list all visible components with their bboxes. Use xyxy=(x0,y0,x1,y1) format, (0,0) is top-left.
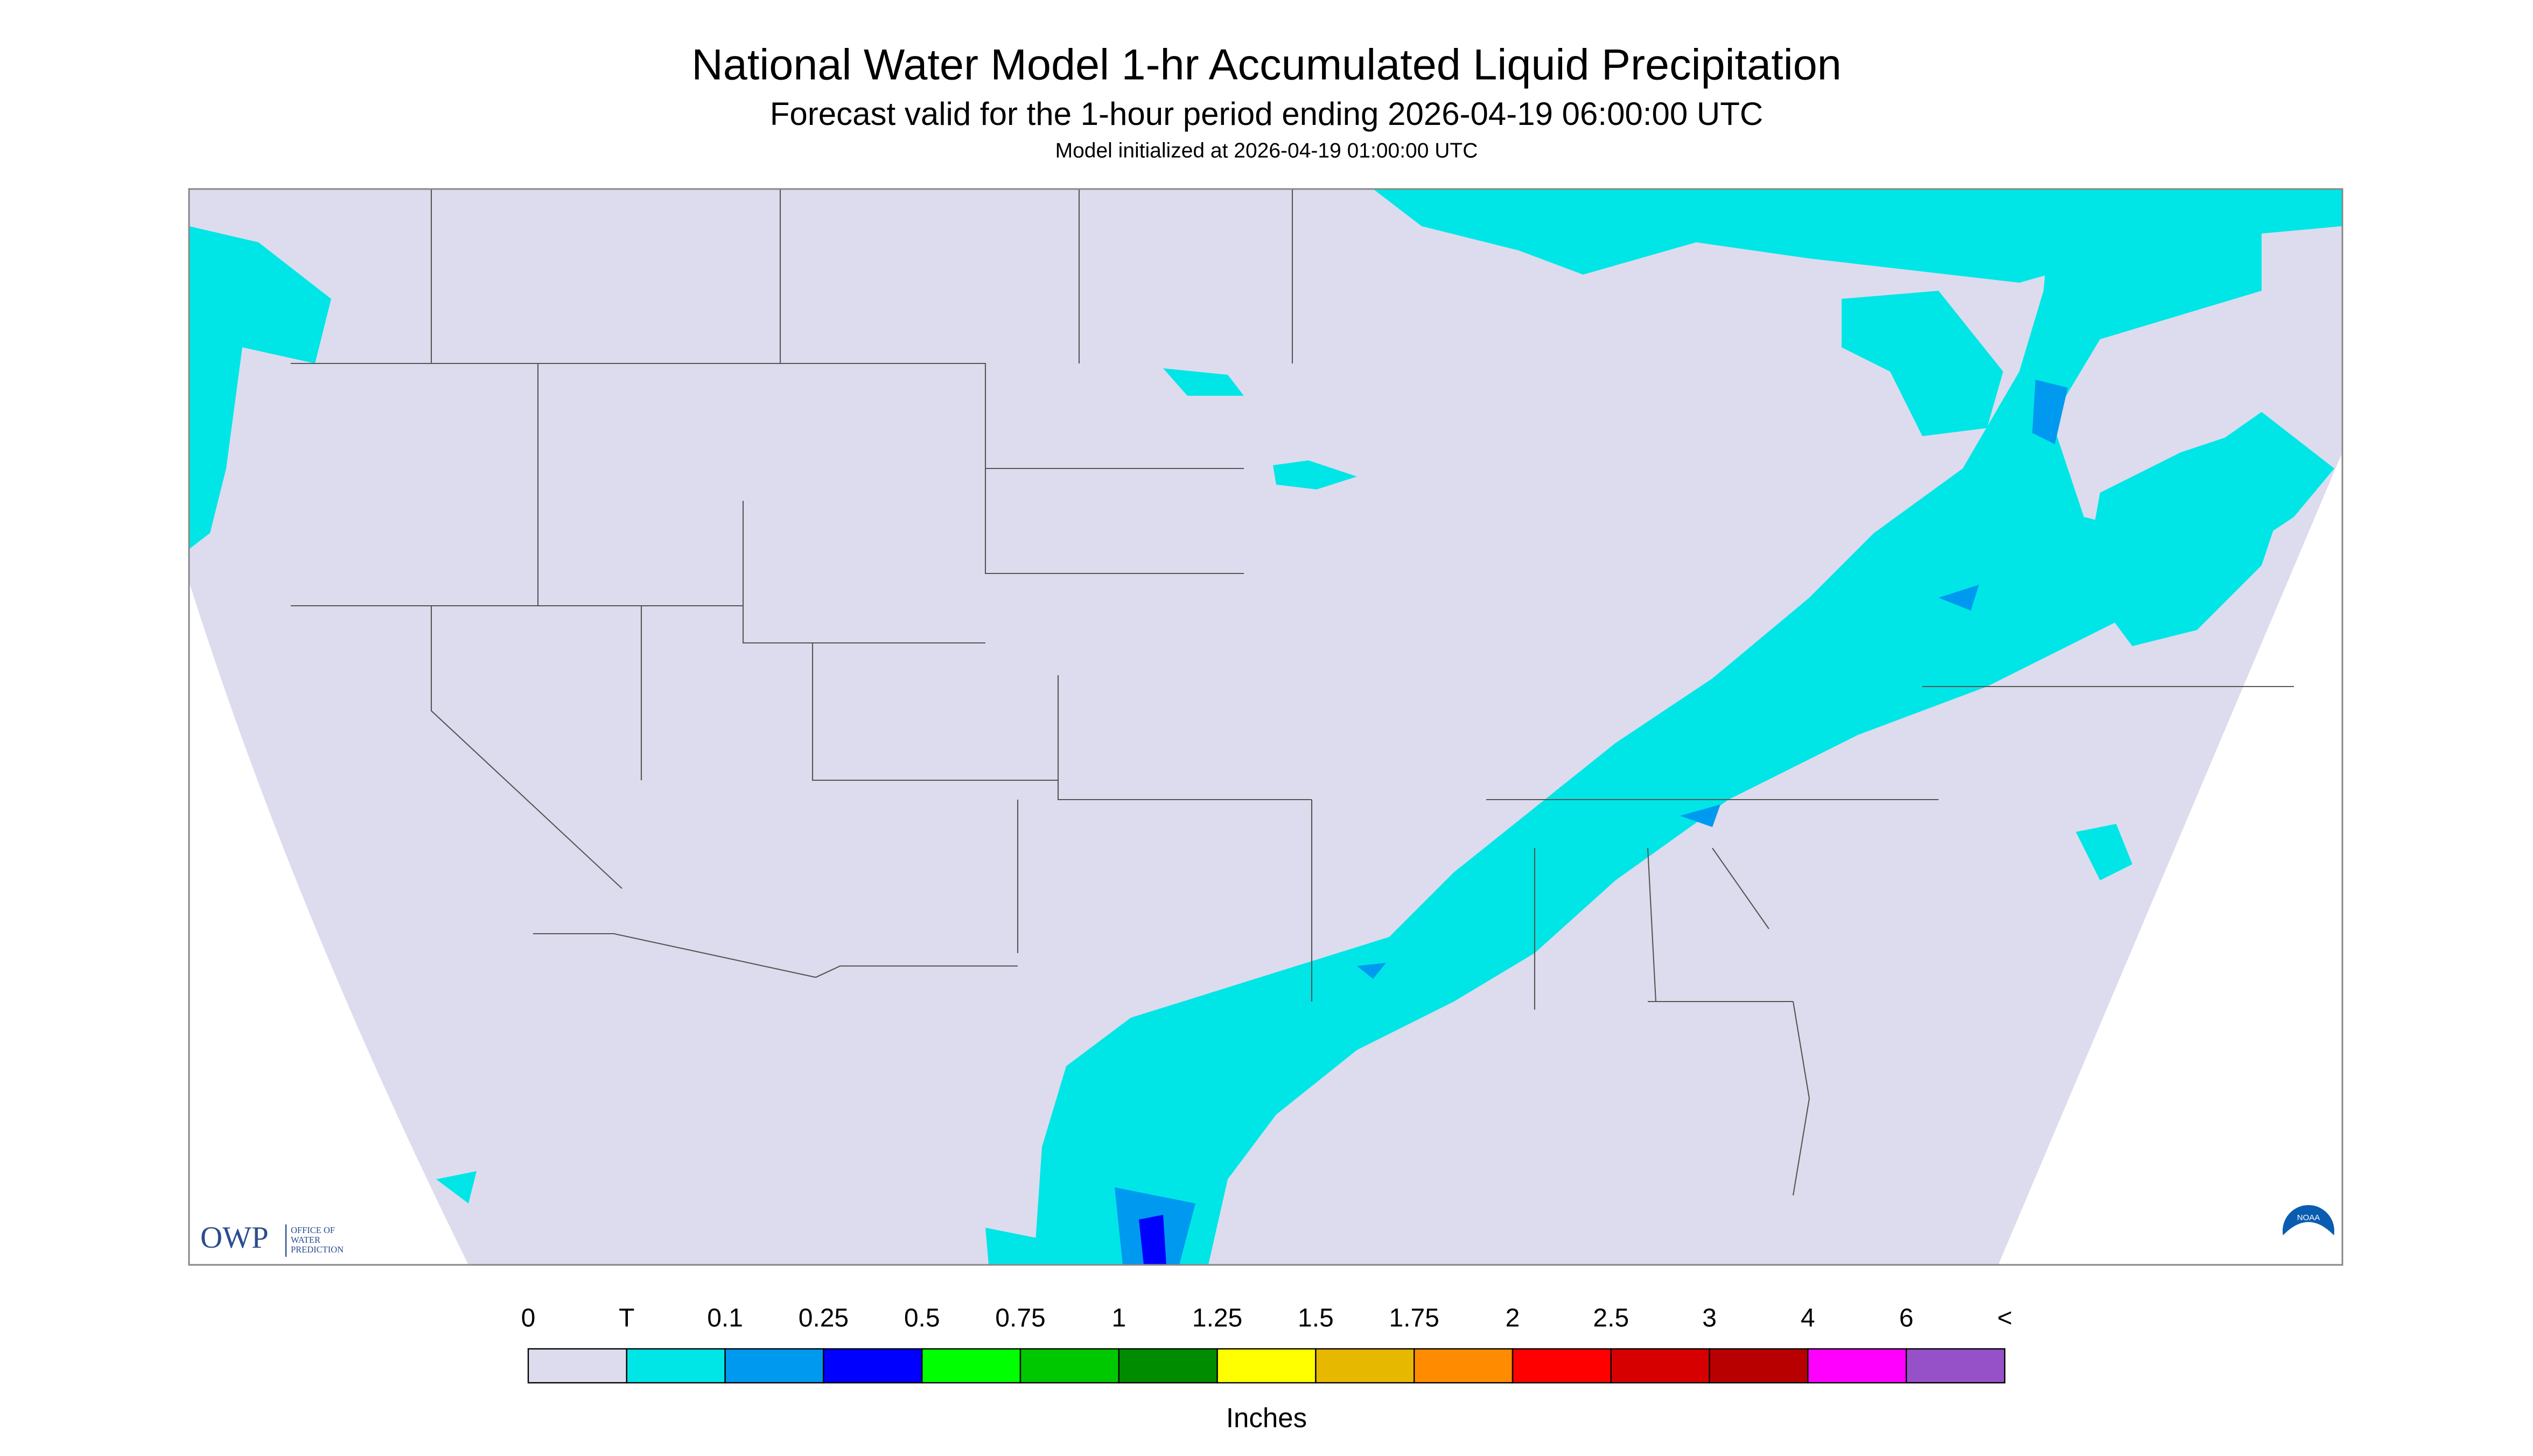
colorbar-label: 3 xyxy=(1702,1304,1717,1333)
colorbar-swatch xyxy=(1905,1348,2006,1384)
colorbar-label: 0.25 xyxy=(799,1304,849,1333)
colorbar-label: 0 xyxy=(521,1304,536,1333)
logo-name: PREDICTION xyxy=(291,1244,344,1255)
map-frame xyxy=(188,188,2343,1266)
colorbar-label: < xyxy=(1997,1304,2012,1333)
logo-name: OFFICE OF xyxy=(291,1225,335,1235)
colorbar-label: 2.5 xyxy=(1593,1304,1629,1333)
logo-name: WATER xyxy=(291,1235,320,1245)
precip-moderate xyxy=(1139,1215,1166,1265)
colorbar-label: 2 xyxy=(1506,1304,1520,1333)
colorbar-swatch xyxy=(1315,1348,1415,1384)
borders xyxy=(291,189,2294,1196)
colorbar-swatch xyxy=(626,1348,726,1384)
colorbar-swatch xyxy=(1610,1348,1710,1384)
colorbar-swatch xyxy=(1807,1348,1907,1384)
init-note: Model initialized at 2026-04-19 01:00:00… xyxy=(1055,139,1478,162)
title: National Water Model 1-hr Accumulated Li… xyxy=(691,40,1842,89)
map: OWP OFFICE OF WATER PREDICTION NOAA xyxy=(188,188,2343,1266)
colorbar-label: 6 xyxy=(1899,1304,1914,1333)
logo-acronym: OWP xyxy=(200,1221,269,1255)
colorbar-label: T xyxy=(619,1304,634,1333)
noaa-label: NOAA xyxy=(2297,1213,2320,1222)
colorbar-swatch xyxy=(1414,1348,1514,1384)
colorbar-swatch xyxy=(1019,1348,1120,1384)
colorbar-label: 0.5 xyxy=(904,1304,940,1333)
subtitle: Forecast valid for the 1-hour period end… xyxy=(770,96,1763,132)
colorbar-label: 1.5 xyxy=(1298,1304,1334,1333)
colorbar-label: 0.75 xyxy=(995,1304,1045,1333)
model-domain xyxy=(189,189,2342,1265)
colorbar-unit: Inches xyxy=(1226,1402,1307,1433)
colorbar-swatch xyxy=(1709,1348,1809,1384)
colorbar-swatch xyxy=(527,1348,628,1384)
colorbar-swatch xyxy=(724,1348,824,1384)
colorbar-label: 4 xyxy=(1801,1304,1815,1333)
colorbar-label: 1.25 xyxy=(1192,1304,1242,1333)
colorbar-label: 0.1 xyxy=(707,1304,743,1333)
colorbar-swatch xyxy=(1118,1348,1218,1384)
colorbar-swatch xyxy=(1216,1348,1317,1384)
colorbar-swatch xyxy=(823,1348,923,1384)
colorbar-label: 1.75 xyxy=(1389,1304,1439,1333)
precip-trace xyxy=(189,189,2342,1265)
colorbar-label: 1 xyxy=(1111,1304,1126,1333)
colorbar: 0 T 0.1 0.25 0.5 0.75 1 1.25 1.5 1.75 2 2.5 3 4 6 < xyxy=(521,1304,2012,1384)
colorbar-swatch xyxy=(921,1348,1021,1384)
noaa-emblem-wave xyxy=(2283,1222,2334,1262)
colorbar-swatch xyxy=(1512,1348,1612,1384)
